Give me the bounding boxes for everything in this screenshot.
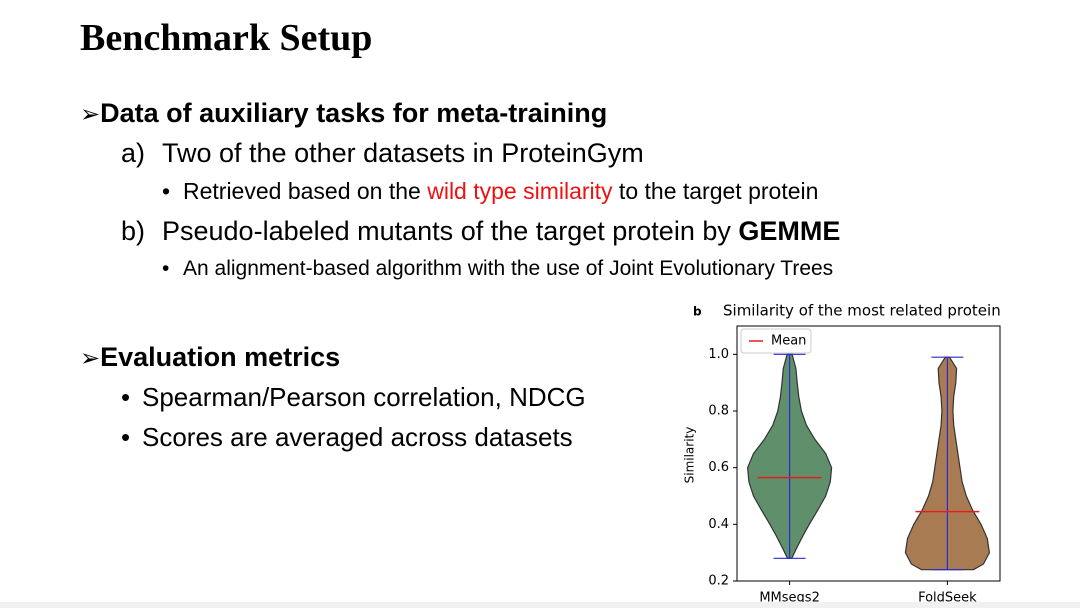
marker: • xyxy=(121,382,131,412)
plot-frame xyxy=(736,325,1001,582)
text-run: Pseudo-labeled mutants of the target pro… xyxy=(162,216,739,246)
panel-label: b xyxy=(693,305,702,319)
text-run: to the target protein xyxy=(612,178,819,204)
subitem-marker: • xyxy=(162,258,169,279)
text-run: Scores are averaged across datasets xyxy=(142,422,573,452)
heading-text: Data of auxiliary tasks for meta-trainin… xyxy=(100,98,608,128)
x-tick-label: FoldSeek xyxy=(918,591,977,606)
item-text: Two of the other datasets in ProteinGym xyxy=(162,140,644,167)
bullet: • xyxy=(162,257,170,280)
subitem-text: Retrieved based on the wild type similar… xyxy=(183,180,818,203)
marker: a) xyxy=(121,138,146,168)
legend-label: Mean xyxy=(771,334,806,349)
x-tick-label: MMseqs2 xyxy=(759,591,820,606)
slide-title: Benchmark Setup xyxy=(80,17,373,59)
y-axis-label: Similarity xyxy=(683,427,697,484)
marker: • xyxy=(121,422,131,452)
item-text: Scores are averaged across datasets xyxy=(142,424,573,450)
text-run: GEMME xyxy=(738,216,841,246)
text-run: Two of the other datasets in ProteinGym xyxy=(162,138,644,168)
section-heading: ➢Data of auxiliary tasks for meta-traini… xyxy=(80,100,607,127)
y-tick-label: 0.6 xyxy=(708,460,729,475)
text-run: Spearman/Pearson correlation, NDCG xyxy=(142,382,586,412)
bullet: • xyxy=(162,178,171,204)
chart-title: Similarity of the most related protein xyxy=(723,302,1001,320)
item-marker: b) xyxy=(121,218,145,245)
legend-box xyxy=(740,328,812,354)
item-text: Spearman/Pearson correlation, NDCG xyxy=(142,384,586,410)
arrow-marker: ➢ xyxy=(80,344,101,372)
item-marker: • xyxy=(121,424,130,450)
marker: b) xyxy=(121,216,146,246)
item-marker: • xyxy=(121,384,130,410)
y-tick-label: 0.2 xyxy=(708,574,729,589)
footer-bar xyxy=(0,602,1080,608)
item-text: Pseudo-labeled mutants of the target pro… xyxy=(162,218,840,245)
arrow-marker: ➢ xyxy=(80,100,101,128)
subitem-marker: • xyxy=(162,180,170,203)
item-marker: a) xyxy=(121,140,145,167)
y-tick-label: 1.0 xyxy=(708,347,729,362)
text-run: An alignment-based algorithm with the us… xyxy=(183,257,834,280)
y-tick-label: 0.4 xyxy=(708,517,729,532)
section-heading: ➢Evaluation metrics xyxy=(80,344,340,371)
heading-text: Evaluation metrics xyxy=(100,342,341,372)
text-run: wild type similarity xyxy=(427,178,613,204)
y-tick-label: 0.8 xyxy=(708,404,729,419)
subitem-text: An alignment-based algorithm with the us… xyxy=(183,258,833,279)
text-run: Retrieved based on the xyxy=(183,178,428,204)
